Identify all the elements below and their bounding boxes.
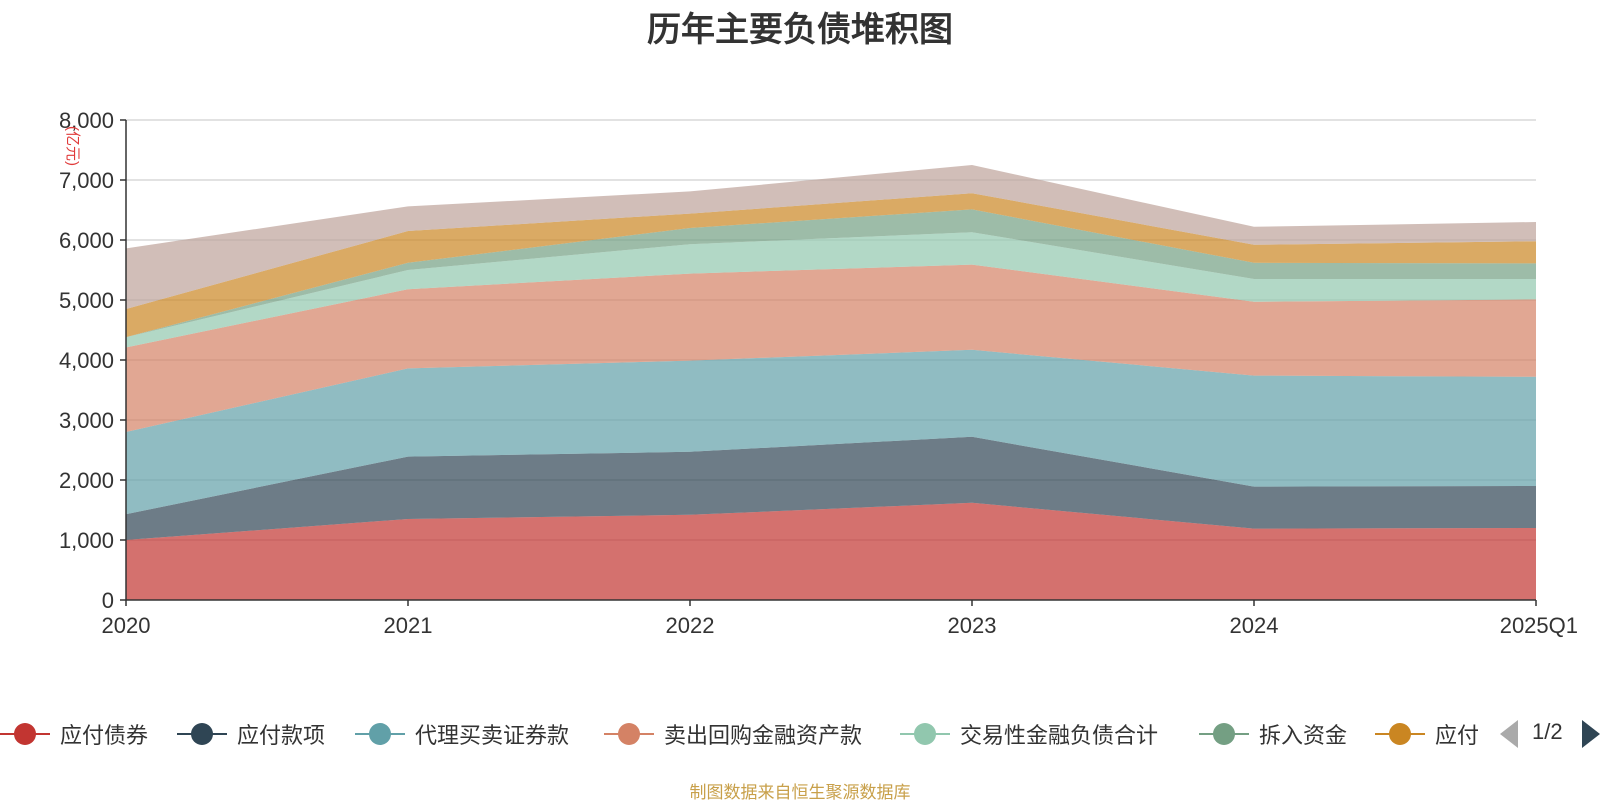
legend-page-indicator: 1/2 bbox=[1532, 719, 1563, 744]
x-tick-label-3: 2023 bbox=[948, 613, 997, 638]
legend-item-0[interactable]: 应付债券 bbox=[0, 716, 148, 752]
x-tick-label-5: 2025Q1 bbox=[1500, 613, 1578, 638]
legend-pager: 1/2 bbox=[1500, 716, 1600, 752]
x-tick-label-4: 2024 bbox=[1230, 613, 1279, 638]
legend-label: 代理买卖证券款 bbox=[415, 723, 570, 748]
legend-symbol-icon bbox=[900, 716, 950, 752]
area-layer bbox=[126, 165, 1536, 600]
legend-label: 应付款项 bbox=[237, 723, 326, 748]
y-tick-label-6: 6,000 bbox=[59, 228, 114, 253]
legend-symbol-icon bbox=[355, 716, 405, 752]
legend-symbol-icon bbox=[604, 716, 654, 752]
y-axis-unit-label: (亿元) bbox=[64, 126, 81, 166]
series-area-6 bbox=[126, 193, 1536, 338]
legend-item-6[interactable]: 应付 bbox=[1375, 716, 1479, 752]
legend-item-4[interactable]: 交易性金融负债合计 bbox=[900, 716, 1158, 752]
legend-item-2[interactable]: 代理买卖证券款 bbox=[355, 716, 569, 752]
legend-next-page-icon[interactable] bbox=[1582, 720, 1600, 748]
series-area-2 bbox=[126, 349, 1536, 515]
legend-label: 应付 bbox=[1435, 723, 1480, 748]
y-tick-label-4: 4,000 bbox=[59, 348, 114, 373]
y-tick-label-8: 8,000 bbox=[59, 108, 114, 133]
y-tick-label-5: 5,000 bbox=[59, 288, 114, 313]
legend-label: 拆入资金 bbox=[1259, 723, 1348, 748]
legend-item-1[interactable]: 应付款项 bbox=[177, 716, 325, 752]
legend-symbol-icon bbox=[177, 716, 227, 752]
y-tick-label-3: 3,000 bbox=[59, 408, 114, 433]
source-note: 制图数据来自恒生聚源数据库 bbox=[689, 783, 911, 802]
legend-item-3[interactable]: 卖出回购金融资产款 bbox=[604, 716, 862, 752]
y-tick-label-1: 1,000 bbox=[59, 528, 114, 553]
legend-symbol-icon bbox=[1199, 716, 1249, 752]
legend: 应付债券 应付款项 代理买卖证券款 卖出回购金融资产款 交易性金融负债合计 拆入资金 应付 bbox=[0, 716, 1600, 752]
series-area-5 bbox=[126, 209, 1536, 338]
chart-title: 历年主要负债堆积图 bbox=[647, 11, 953, 49]
legend-label: 卖出回购金融资产款 bbox=[664, 723, 863, 748]
y-tick-label-0: 0 bbox=[102, 588, 114, 613]
series-area-7 bbox=[126, 165, 1536, 309]
legend-label: 应付债券 bbox=[60, 723, 149, 748]
y-tick-label-7: 7,000 bbox=[59, 168, 114, 193]
series-area-3 bbox=[126, 264, 1536, 432]
legend-prev-page-icon[interactable] bbox=[1500, 720, 1518, 748]
series-area-4 bbox=[126, 232, 1536, 348]
legend-symbol-icon bbox=[0, 716, 50, 752]
legend-symbol-icon bbox=[1375, 716, 1425, 752]
legend-item-5[interactable]: 拆入资金 bbox=[1199, 716, 1347, 752]
axis-layer: 0 1,000 2,000 3,000 4,000 5,000 6,000 7,000 8,00… bbox=[59, 108, 1578, 638]
x-tick-label-1: 2021 bbox=[384, 613, 433, 638]
legend-label: 交易性金融负债合计 bbox=[960, 723, 1159, 748]
y-tick-label-2: 2,000 bbox=[59, 468, 114, 493]
series-area-0 bbox=[126, 502, 1536, 600]
x-tick-label-0: 2020 bbox=[102, 613, 151, 638]
series-area-1 bbox=[126, 436, 1536, 540]
x-tick-label-2: 2022 bbox=[666, 613, 715, 638]
